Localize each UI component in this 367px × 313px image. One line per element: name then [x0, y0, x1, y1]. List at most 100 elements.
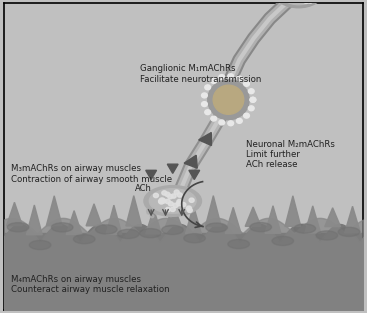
Circle shape	[187, 208, 192, 213]
Ellipse shape	[139, 228, 161, 238]
Polygon shape	[206, 196, 221, 226]
Circle shape	[177, 199, 182, 204]
Bar	[4, 307, 363, 310]
Ellipse shape	[29, 240, 51, 250]
Bar	[4, 307, 363, 309]
Bar	[4, 306, 363, 309]
Bar	[4, 306, 363, 309]
Circle shape	[173, 203, 178, 208]
Polygon shape	[285, 196, 301, 227]
Circle shape	[250, 97, 256, 102]
Circle shape	[304, 0, 309, 3]
Bar	[4, 306, 363, 309]
Bar	[4, 305, 363, 308]
Circle shape	[189, 198, 194, 203]
Bar	[4, 306, 363, 309]
Ellipse shape	[294, 224, 316, 233]
Bar	[4, 305, 363, 308]
Polygon shape	[199, 132, 211, 146]
Circle shape	[165, 192, 170, 197]
Bar	[4, 305, 363, 308]
Bar	[4, 306, 363, 309]
Ellipse shape	[117, 229, 139, 239]
Ellipse shape	[213, 85, 244, 114]
Ellipse shape	[95, 225, 117, 234]
Circle shape	[248, 106, 254, 111]
Bar	[4, 306, 363, 309]
Bar	[4, 306, 363, 309]
Bar	[4, 305, 363, 307]
Bar	[4, 306, 363, 309]
Bar	[4, 306, 363, 309]
Ellipse shape	[206, 223, 228, 232]
Bar	[4, 306, 363, 309]
Bar	[4, 307, 363, 310]
Bar	[4, 307, 363, 310]
Polygon shape	[46, 196, 62, 226]
Circle shape	[181, 203, 186, 207]
Bar	[4, 307, 363, 310]
Bar	[4, 305, 363, 308]
Bar	[4, 307, 363, 310]
Bar	[4, 307, 363, 310]
Bar	[4, 306, 363, 309]
Circle shape	[147, 211, 150, 214]
Bar	[4, 305, 363, 308]
Circle shape	[228, 121, 233, 126]
Bar	[4, 305, 363, 307]
Circle shape	[165, 199, 170, 203]
Circle shape	[170, 209, 174, 212]
Circle shape	[286, 0, 291, 2]
Circle shape	[236, 76, 242, 81]
Bar	[4, 305, 363, 307]
Bar	[4, 305, 363, 308]
Bar	[4, 307, 363, 310]
Circle shape	[308, 0, 313, 3]
Circle shape	[146, 209, 150, 212]
Polygon shape	[66, 211, 82, 234]
Bar	[4, 307, 363, 309]
Bar	[4, 307, 363, 309]
Bar	[4, 307, 363, 310]
Bar	[4, 306, 363, 308]
Polygon shape	[345, 206, 360, 233]
Text: Neuronal M₂mAChRs
Limit further
ACh release: Neuronal M₂mAChRs Limit further ACh rele…	[247, 140, 335, 169]
Polygon shape	[184, 155, 197, 168]
Circle shape	[205, 110, 211, 115]
Bar	[4, 306, 363, 309]
Bar	[4, 305, 363, 308]
Circle shape	[166, 207, 169, 210]
Bar	[4, 306, 363, 309]
Bar	[4, 306, 363, 309]
Circle shape	[244, 113, 250, 118]
Bar	[4, 307, 363, 310]
Circle shape	[205, 85, 211, 90]
Text: ACh: ACh	[135, 184, 152, 193]
Text: Ganglionic M₁mAChRs
Facilitate neurotransmission: Ganglionic M₁mAChRs Facilitate neurotran…	[140, 64, 262, 84]
Bar	[4, 307, 363, 309]
Bar	[4, 305, 363, 308]
Bar	[4, 307, 363, 310]
Ellipse shape	[338, 227, 360, 236]
Bar	[4, 306, 363, 309]
Bar	[4, 305, 363, 308]
Bar	[4, 307, 363, 309]
Bar	[4, 307, 363, 309]
Bar	[4, 306, 363, 309]
Bar	[4, 305, 363, 308]
Ellipse shape	[275, 0, 322, 8]
Bar	[4, 307, 363, 310]
Circle shape	[169, 213, 173, 217]
Ellipse shape	[184, 233, 205, 243]
Polygon shape	[146, 209, 161, 234]
Bar	[4, 305, 363, 307]
Circle shape	[211, 116, 217, 121]
Bar	[4, 307, 363, 309]
Circle shape	[166, 207, 171, 212]
Bar	[4, 305, 363, 308]
Circle shape	[177, 193, 182, 197]
Polygon shape	[7, 202, 22, 226]
Bar	[4, 307, 363, 309]
Bar	[4, 307, 363, 309]
Circle shape	[150, 215, 154, 218]
